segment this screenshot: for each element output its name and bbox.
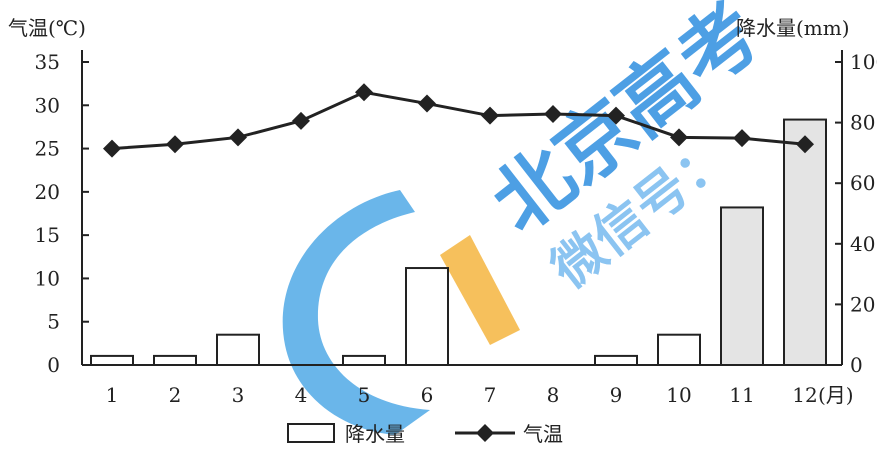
legend-temperature-label: 气温 — [523, 422, 563, 446]
precipitation-bar — [90, 354, 134, 367]
temperature-point — [733, 129, 751, 148]
precipitation-bar — [153, 354, 197, 367]
right-tick-label: 60 — [850, 171, 875, 195]
left-tick-label: 0 — [47, 353, 60, 377]
x-tick-label: 7 — [484, 383, 497, 407]
right-ticks: 0 20 40 60 80 100 — [835, 50, 877, 377]
x-ticks: 1 2 3 4 5 6 7 8 9 10 11 12 — [106, 383, 818, 407]
precipitation-bar — [783, 118, 827, 366]
legend-diamond-marker — [476, 424, 494, 442]
legend: 降水量 气温 — [287, 422, 563, 446]
left-axis-title: 气温(℃) — [8, 16, 86, 40]
right-tick-label: 20 — [850, 292, 875, 316]
x-tick-label: 5 — [358, 383, 371, 407]
temperature-point — [481, 106, 499, 125]
temperature-point — [544, 104, 562, 123]
temperature-point — [670, 128, 688, 147]
left-tick-label: 15 — [35, 223, 60, 247]
left-tick-label: 20 — [35, 180, 60, 204]
temperature-point — [103, 139, 121, 158]
x-tick-label: 12 — [792, 383, 817, 407]
watermark-logo: 北京高考 微信号： — [282, 0, 778, 435]
left-tick-label: 5 — [47, 310, 60, 334]
temperature-point — [229, 128, 247, 147]
left-tick-label: 30 — [35, 93, 60, 117]
left-tick-label: 10 — [35, 266, 60, 290]
x-tick-label: 8 — [547, 383, 560, 407]
right-tick-label: 80 — [850, 111, 875, 135]
precipitation-bars — [90, 118, 827, 367]
temperature-point — [607, 106, 625, 125]
x-tick-label: 6 — [421, 383, 434, 407]
x-tick-label: 4 — [295, 383, 308, 407]
temperature-line — [103, 83, 814, 158]
legend-precipitation-label: 降水量 — [345, 422, 405, 446]
temperature-point — [796, 135, 814, 154]
x-tick-label: 9 — [610, 383, 623, 407]
left-tick-label: 25 — [35, 137, 60, 161]
right-tick-label: 40 — [850, 232, 875, 256]
temperature-point — [292, 111, 310, 130]
precipitation-bar — [594, 354, 638, 367]
right-axis-title: 降水量(mm) — [736, 16, 850, 40]
precipitation-bar — [720, 206, 764, 366]
watermark-k-shape — [440, 235, 520, 345]
x-tick-label: 10 — [666, 383, 691, 407]
legend-bar-swatch — [287, 423, 335, 443]
x-tick-label: 11 — [729, 383, 754, 407]
right-tick-label: 100 — [850, 50, 877, 74]
x-unit-label: (月) — [818, 383, 854, 407]
precipitation-bar — [342, 354, 386, 367]
precipitation-bar — [405, 267, 449, 367]
x-tick-label: 1 — [106, 383, 119, 407]
left-ticks: 0 5 10 15 20 25 30 35 — [35, 50, 89, 377]
x-tick-label: 3 — [232, 383, 245, 407]
right-tick-label: 0 — [850, 353, 863, 377]
watermark-g-shape — [282, 190, 430, 435]
precipitation-bar — [657, 333, 701, 367]
temperature-polyline — [111, 90, 806, 151]
temperature-point — [355, 83, 373, 102]
left-tick-label: 35 — [35, 50, 60, 74]
temperature-point — [418, 94, 436, 113]
temperature-point — [166, 135, 184, 154]
x-tick-label: 2 — [169, 383, 182, 407]
precipitation-bar — [216, 333, 260, 367]
